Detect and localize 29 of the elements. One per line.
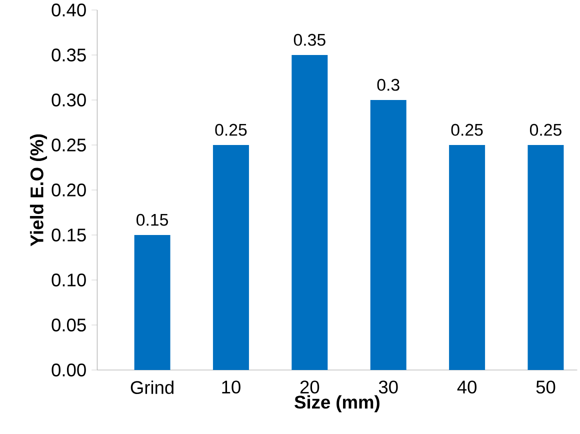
x-tick-label: 20 (300, 380, 320, 394)
data-label: 0.25 (530, 124, 562, 136)
y-tick-label: 0.40 (52, 4, 86, 16)
x-tick-label: Grind (130, 380, 174, 394)
y-tick-label: 0.20 (52, 184, 86, 196)
y-tick-label: 0.00 (52, 364, 86, 376)
bar (292, 55, 328, 370)
data-label: 0.15 (136, 214, 168, 226)
bar (528, 145, 564, 370)
bar (212, 145, 249, 370)
x-tick-label: 40 (457, 380, 476, 394)
x-tick-label: 10 (222, 380, 240, 394)
y-tick-label: 0.30 (52, 94, 86, 106)
data-label: 0.25 (215, 124, 247, 136)
data-label: 0.3 (377, 78, 400, 91)
x-axis-title: Size (mm) (294, 395, 380, 412)
y-tick-label: 0.05 (52, 318, 86, 332)
y-tick-label: 0.35 (52, 48, 86, 62)
y-tick-label: 0.25 (52, 138, 86, 152)
x-tick-label: 50 (536, 380, 556, 394)
bar (370, 100, 406, 370)
bar (449, 145, 486, 370)
x-tick-label: 30 (378, 380, 398, 394)
y-tick-label: 0.10 (52, 274, 86, 286)
bar (134, 235, 170, 370)
data-label: 0.35 (294, 34, 326, 46)
data-label: 0.25 (451, 124, 483, 136)
y-tick-label: 0.15 (52, 228, 86, 242)
y-axis-title: Yield E.O (%) (30, 134, 48, 246)
